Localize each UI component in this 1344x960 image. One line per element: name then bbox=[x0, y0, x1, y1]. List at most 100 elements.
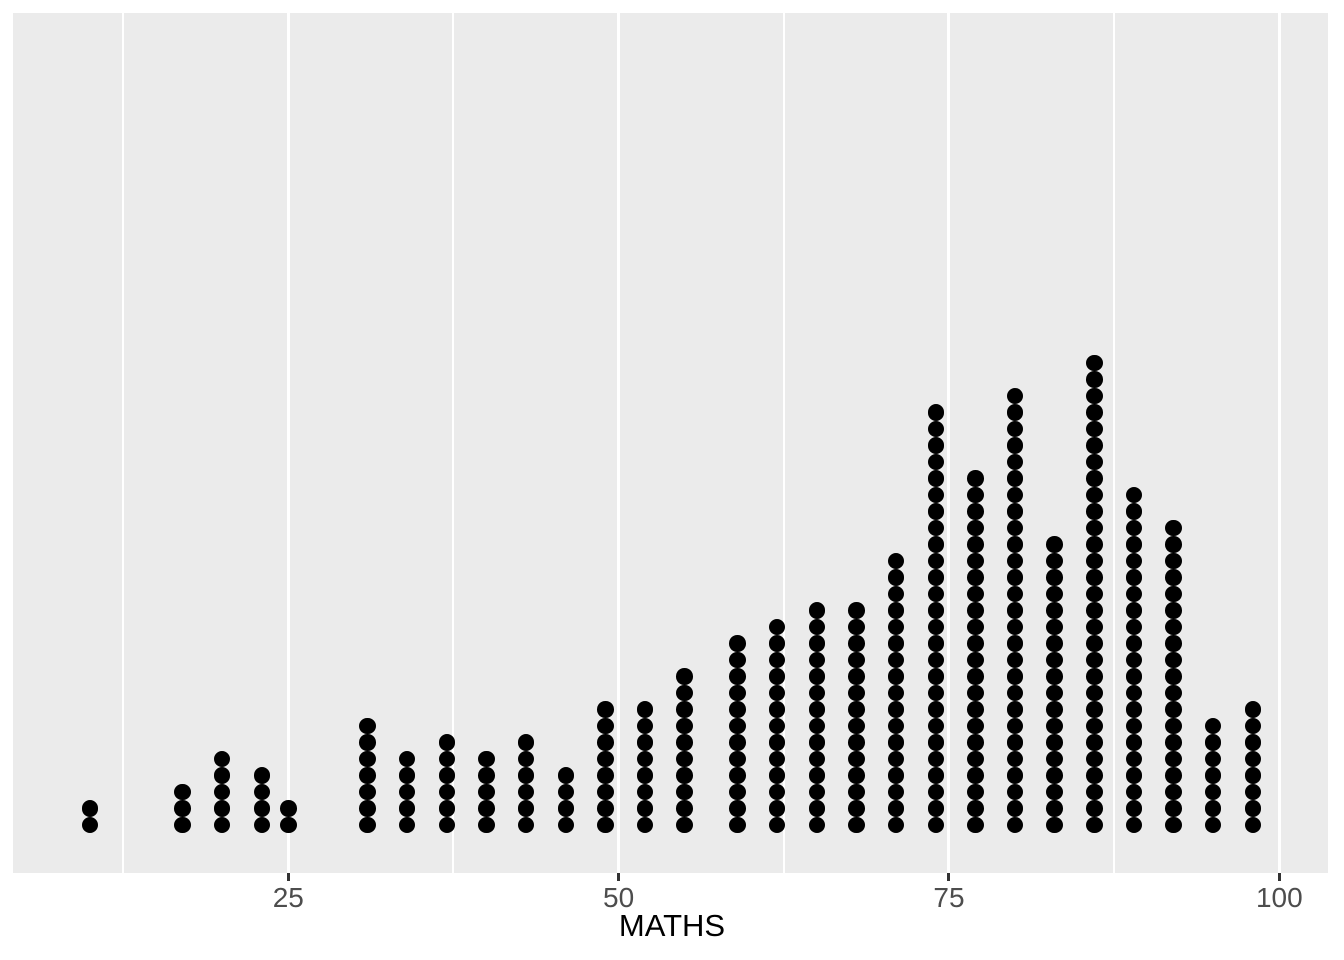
data-dot bbox=[1204, 750, 1222, 768]
data-dot bbox=[1006, 750, 1024, 768]
data-dot bbox=[1204, 800, 1222, 817]
data-dot bbox=[1086, 437, 1103, 454]
data-dot bbox=[967, 503, 984, 520]
data-dot bbox=[359, 783, 376, 801]
data-dot bbox=[1086, 602, 1103, 619]
data-dot bbox=[1165, 618, 1182, 636]
data-dot bbox=[1244, 750, 1262, 768]
data-dot bbox=[676, 783, 693, 801]
data-dot bbox=[557, 800, 575, 817]
data-dot bbox=[517, 783, 535, 801]
data-dot bbox=[808, 668, 826, 685]
data-dot bbox=[1244, 783, 1262, 801]
data-dot bbox=[768, 684, 786, 702]
data-dot bbox=[729, 734, 746, 751]
data-dot bbox=[1006, 470, 1024, 487]
data-dot bbox=[967, 618, 984, 636]
data-dot bbox=[597, 717, 614, 735]
data-dot bbox=[1006, 453, 1024, 471]
data-dot bbox=[398, 816, 416, 834]
data-dot bbox=[1046, 635, 1063, 652]
data-dot bbox=[967, 668, 984, 685]
data-dot bbox=[1125, 602, 1143, 619]
data-dot bbox=[359, 767, 376, 784]
data-dot bbox=[636, 783, 654, 801]
data-dot bbox=[1006, 519, 1024, 537]
data-dot bbox=[1086, 701, 1103, 718]
data-dot bbox=[1165, 536, 1182, 553]
data-dot bbox=[887, 783, 905, 801]
x-axis-title: MATHS bbox=[618, 908, 726, 943]
x-major-gridline bbox=[1277, 13, 1281, 873]
data-dot bbox=[517, 734, 535, 751]
data-dot bbox=[1204, 767, 1222, 784]
data-dot bbox=[1046, 750, 1063, 768]
data-dot bbox=[927, 734, 944, 751]
data-dot bbox=[1046, 536, 1063, 553]
data-dot bbox=[1086, 536, 1103, 553]
data-dot bbox=[729, 651, 746, 669]
data-dot bbox=[676, 701, 693, 718]
data-dot bbox=[729, 750, 746, 768]
data-dot bbox=[1006, 585, 1024, 603]
data-dot bbox=[729, 816, 746, 834]
data-dot bbox=[676, 816, 693, 834]
data-dot bbox=[848, 635, 865, 652]
data-dot bbox=[927, 668, 944, 685]
x-minor-gridline bbox=[782, 13, 785, 873]
data-dot bbox=[253, 800, 271, 817]
data-dot bbox=[1046, 767, 1063, 784]
data-dot bbox=[438, 734, 456, 751]
data-dot bbox=[729, 701, 746, 718]
data-dot bbox=[1125, 701, 1143, 718]
data-dot bbox=[1165, 684, 1182, 702]
x-tick-mark bbox=[286, 873, 290, 881]
data-dot bbox=[967, 701, 984, 718]
data-dot bbox=[1006, 800, 1024, 817]
data-dot bbox=[967, 470, 984, 487]
x-minor-gridline bbox=[122, 13, 125, 873]
data-dot bbox=[1086, 552, 1103, 570]
data-dot bbox=[729, 668, 746, 685]
data-dot bbox=[1125, 816, 1143, 834]
data-dot bbox=[887, 618, 905, 636]
data-dot bbox=[1006, 618, 1024, 636]
data-dot bbox=[927, 453, 944, 471]
data-dot bbox=[676, 800, 693, 817]
data-dot bbox=[1125, 783, 1143, 801]
data-dot bbox=[848, 767, 865, 784]
data-dot bbox=[1086, 470, 1103, 487]
data-dot bbox=[1086, 783, 1103, 801]
data-dot bbox=[676, 717, 693, 735]
data-dot bbox=[1006, 552, 1024, 570]
data-dot bbox=[1046, 734, 1063, 751]
data-dot bbox=[887, 800, 905, 817]
x-major-gridline bbox=[947, 13, 951, 873]
data-dot bbox=[676, 750, 693, 768]
data-dot bbox=[398, 767, 416, 784]
data-dot bbox=[1086, 453, 1103, 471]
data-dot bbox=[438, 783, 456, 801]
data-dot bbox=[927, 486, 944, 504]
data-dot bbox=[927, 750, 944, 768]
data-dot bbox=[967, 750, 984, 768]
data-dot bbox=[848, 701, 865, 718]
data-dot bbox=[1006, 668, 1024, 685]
data-dot bbox=[927, 552, 944, 570]
data-dot bbox=[359, 717, 376, 735]
data-dot bbox=[967, 536, 984, 553]
data-dot bbox=[967, 717, 984, 735]
data-dot bbox=[636, 816, 654, 834]
data-dot bbox=[1006, 684, 1024, 702]
data-dot bbox=[676, 684, 693, 702]
data-dot bbox=[1046, 585, 1063, 603]
data-dot bbox=[927, 420, 944, 438]
data-dot bbox=[1086, 684, 1103, 702]
data-dot bbox=[887, 552, 905, 570]
data-dot bbox=[768, 783, 786, 801]
data-dot bbox=[808, 734, 826, 751]
data-dot bbox=[1125, 585, 1143, 603]
data-dot bbox=[927, 437, 944, 454]
data-dot bbox=[438, 767, 456, 784]
data-dot bbox=[729, 635, 746, 652]
